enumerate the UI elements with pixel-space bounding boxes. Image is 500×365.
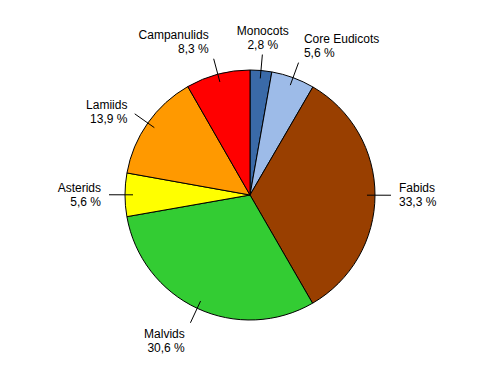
svg-text:Core Eudicots5,6 %: Core Eudicots5,6 % (304, 32, 379, 60)
svg-text:Lamiids13,9 %: Lamiids13,9 % (86, 98, 128, 126)
svg-text:Malvids30,6 %: Malvids30,6 % (144, 327, 185, 355)
svg-text:Fabids33,3 %: Fabids33,3 % (399, 181, 437, 209)
svg-text:Asterids5,6 %: Asterids5,6 % (58, 181, 102, 209)
svg-text:Campanulids8,3 %: Campanulids8,3 % (139, 28, 209, 56)
svg-text:Monocots2,8 %: Monocots2,8 % (237, 24, 289, 52)
